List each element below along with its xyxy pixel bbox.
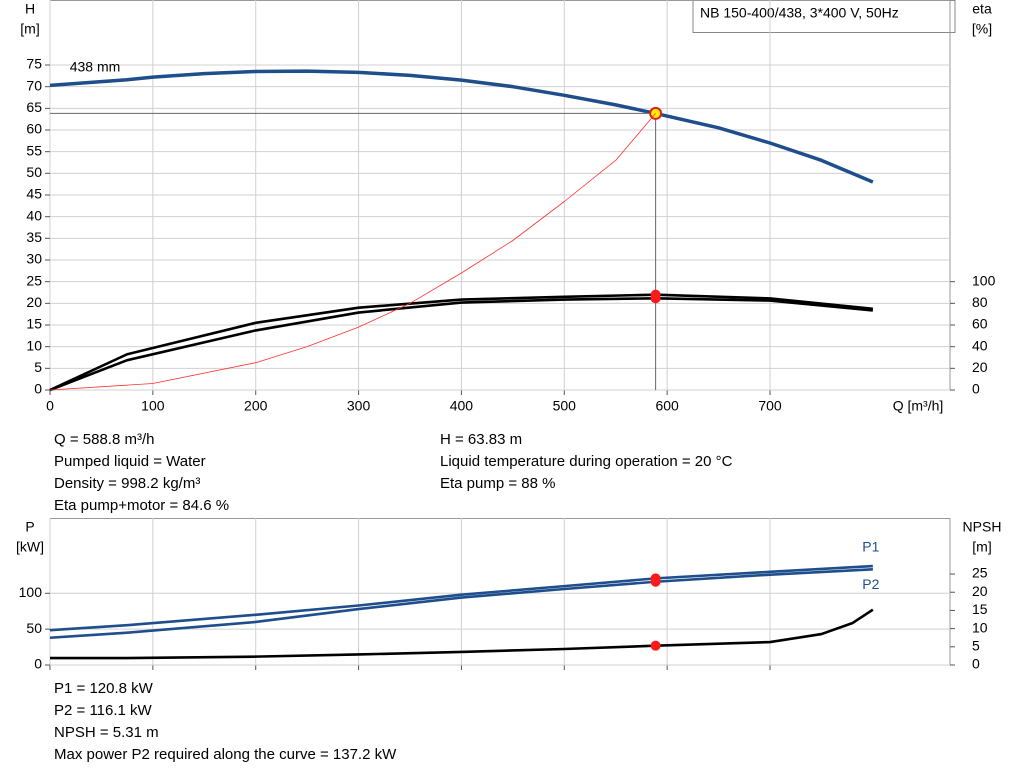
y-tick-label: 50 — [26, 620, 42, 636]
info-line: H = 63.83 m — [440, 431, 523, 448]
y-tick-label: 65 — [26, 99, 42, 115]
x-tick-label: 700 — [758, 398, 782, 414]
y-tick-label: 70 — [26, 77, 42, 93]
y-tick-label: 60 — [26, 121, 42, 137]
title-box — [692, 0, 956, 33]
legend-label: P1 — [862, 539, 879, 555]
y2-tick-label: 10 — [972, 619, 988, 635]
y2-tick-label: 60 — [972, 316, 988, 332]
legend-label: P2 — [862, 576, 879, 592]
info-top-right: H = 63.83 m Liquid temperature during ope… — [440, 429, 732, 495]
curve — [49, 113, 656, 391]
x-axis-title: Q [m³/h] — [893, 398, 944, 414]
y-axis-title: H — [25, 1, 35, 17]
info-line: Pumped liquid = Water — [54, 453, 206, 470]
y-tick-label: 75 — [26, 56, 42, 72]
chart-title: NB 150-400/438, 3*400 V, 50Hz — [700, 5, 899, 21]
curve — [50, 608, 874, 660]
x-tick-label: 300 — [347, 398, 371, 414]
y-tick-label: 40 — [26, 207, 42, 223]
y2-tick-label: 15 — [972, 601, 988, 617]
y2-axis-unit: [m] — [972, 539, 991, 555]
info-line: Max power P2 required along the curve = … — [54, 746, 397, 763]
curve-label: 438 mm — [70, 58, 121, 74]
y2-axis-title: eta — [972, 1, 992, 17]
y-tick-label: 25 — [26, 272, 42, 288]
info-line: P1 = 120.8 kW — [54, 680, 153, 697]
y-tick-label: 100 — [19, 584, 43, 600]
y2-axis-title: NPSH — [963, 519, 1002, 535]
x-tick-label: 200 — [244, 398, 268, 414]
info-line: Q = 588.8 m³/h — [54, 431, 155, 448]
y2-tick-label: 25 — [972, 565, 988, 581]
y2-tick-label: 40 — [972, 337, 988, 353]
y2-axis-unit: [%] — [972, 21, 992, 37]
y-tick-label: 0 — [34, 656, 42, 672]
x-tick-label: 400 — [450, 398, 474, 414]
y2-tick-label: 20 — [972, 359, 988, 375]
duty-point — [650, 293, 661, 304]
x-tick-label: 100 — [141, 398, 165, 414]
curve — [49, 564, 873, 632]
duty-point — [650, 576, 661, 587]
y-tick-label: 20 — [26, 294, 42, 310]
y-tick-label: 30 — [26, 251, 42, 267]
info-line: Eta pump+motor = 84.6 % — [54, 497, 230, 514]
y-tick-label: 35 — [26, 229, 42, 245]
y2-tick-label: 0 — [972, 656, 980, 672]
info-line: NPSH = 5.31 m — [54, 724, 159, 741]
y-axis-unit: [kW] — [16, 539, 44, 555]
y-axis-title: P — [25, 519, 34, 535]
y-tick-label: 45 — [26, 186, 42, 202]
info-line: Eta pump = 88 % — [440, 475, 556, 492]
y-tick-label: 10 — [26, 337, 42, 353]
curve — [49, 297, 873, 392]
y-tick-label: 15 — [26, 316, 42, 332]
info-line: P2 = 116.1 kW — [54, 702, 152, 719]
info-top-left: Q = 588.8 m³/h Pumped liquid = Water Densi… — [54, 429, 229, 517]
y-tick-label: 50 — [26, 164, 42, 180]
y2-tick-label: 80 — [972, 294, 988, 310]
y-tick-label: 0 — [34, 381, 42, 397]
x-tick-label: 600 — [655, 398, 679, 414]
curve — [49, 293, 873, 392]
y-tick-label: 5 — [34, 359, 42, 375]
y2-tick-label: 0 — [972, 381, 980, 397]
curve — [49, 69, 874, 184]
info-line: Liquid temperature during operation = 20… — [440, 453, 733, 470]
y2-tick-label: 5 — [972, 638, 980, 654]
curve — [49, 567, 873, 640]
y-axis-unit: [m] — [20, 21, 39, 37]
x-tick-label: 500 — [553, 398, 577, 414]
info-bottom: P1 = 120.8 kW P2 = 116.1 kW NPSH = 5.31 m M… — [54, 678, 396, 766]
duty-point — [650, 640, 661, 651]
y2-tick-label: 20 — [972, 583, 988, 599]
info-line: Density = 998.2 kg/m³ — [54, 475, 201, 492]
y-tick-label: 55 — [26, 142, 42, 158]
y2-tick-label: 100 — [972, 272, 996, 288]
x-tick-label: 0 — [46, 398, 54, 414]
